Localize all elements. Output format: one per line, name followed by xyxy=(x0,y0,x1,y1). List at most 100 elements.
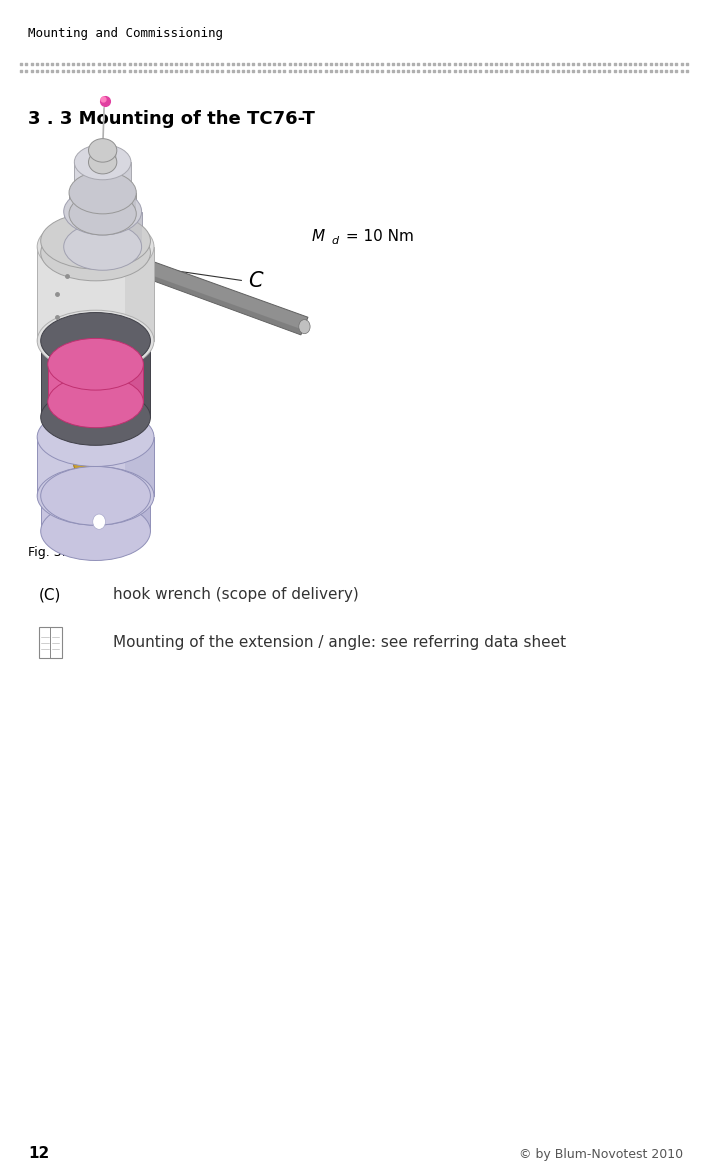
Point xyxy=(346,62,357,81)
Point xyxy=(227,54,239,73)
Point xyxy=(506,62,517,81)
Point xyxy=(36,54,47,73)
Point xyxy=(207,62,218,81)
Polygon shape xyxy=(125,437,154,496)
Point xyxy=(93,62,104,81)
Point xyxy=(341,54,352,73)
Point xyxy=(372,62,383,81)
Point xyxy=(31,62,42,81)
Point xyxy=(640,62,651,81)
Polygon shape xyxy=(123,341,151,417)
Point xyxy=(160,54,171,73)
Point xyxy=(547,62,559,81)
Polygon shape xyxy=(88,150,117,162)
Point xyxy=(661,62,672,81)
Point xyxy=(72,54,84,73)
Point xyxy=(52,62,63,81)
Point xyxy=(26,62,38,81)
Point xyxy=(57,62,68,81)
Polygon shape xyxy=(38,247,154,341)
Point xyxy=(681,54,692,73)
Point xyxy=(304,62,316,81)
Point xyxy=(217,54,228,73)
Point xyxy=(614,62,625,81)
Point xyxy=(650,54,661,73)
Point xyxy=(181,54,192,73)
Polygon shape xyxy=(122,212,142,247)
Point xyxy=(243,54,254,73)
Point xyxy=(552,62,564,81)
Ellipse shape xyxy=(74,175,131,210)
Text: C: C xyxy=(248,270,263,291)
Point xyxy=(557,62,569,81)
Point xyxy=(176,62,187,81)
Point xyxy=(624,54,636,73)
Point xyxy=(604,54,615,73)
Point xyxy=(598,62,610,81)
Point xyxy=(62,62,74,81)
Point xyxy=(423,62,435,81)
Ellipse shape xyxy=(74,145,131,180)
Point xyxy=(263,62,275,81)
Point xyxy=(377,54,388,73)
Ellipse shape xyxy=(41,389,151,445)
Point xyxy=(408,54,419,73)
Ellipse shape xyxy=(69,193,137,235)
Point xyxy=(320,62,331,81)
Point xyxy=(588,62,600,81)
Point xyxy=(532,54,543,73)
Point xyxy=(83,62,94,81)
Text: (C): (C) xyxy=(39,588,62,603)
Text: 3 . 3 Mounting of the TC76-T: 3 . 3 Mounting of the TC76-T xyxy=(28,110,315,128)
Point xyxy=(614,54,625,73)
Point xyxy=(496,54,507,73)
Point xyxy=(57,54,68,73)
Ellipse shape xyxy=(48,338,143,390)
Point xyxy=(670,62,682,81)
Point xyxy=(222,54,233,73)
Point xyxy=(135,62,146,81)
Point xyxy=(413,54,424,73)
Point xyxy=(464,62,476,81)
Point xyxy=(299,54,311,73)
Point xyxy=(176,54,187,73)
Polygon shape xyxy=(45,417,147,437)
Polygon shape xyxy=(74,162,131,193)
Ellipse shape xyxy=(41,502,151,560)
Point xyxy=(593,62,605,81)
Point xyxy=(392,54,404,73)
Polygon shape xyxy=(64,212,142,247)
Point xyxy=(449,54,460,73)
Point xyxy=(268,62,280,81)
Point xyxy=(67,62,79,81)
Ellipse shape xyxy=(74,455,89,474)
Point xyxy=(475,62,486,81)
Ellipse shape xyxy=(38,310,154,371)
Point xyxy=(124,62,135,81)
Point xyxy=(185,54,197,73)
Point xyxy=(666,62,677,81)
Point xyxy=(336,54,347,73)
Point xyxy=(403,54,414,73)
Point xyxy=(304,54,316,73)
Point xyxy=(103,62,115,81)
Point xyxy=(165,62,176,81)
Point xyxy=(666,54,677,73)
Point xyxy=(490,62,501,81)
Point xyxy=(83,54,94,73)
Point xyxy=(537,54,548,73)
Point xyxy=(387,62,399,81)
Point xyxy=(681,62,692,81)
Point xyxy=(155,54,166,73)
Polygon shape xyxy=(38,437,154,496)
Point xyxy=(521,54,532,73)
Point xyxy=(676,62,687,81)
Point xyxy=(325,54,336,73)
Ellipse shape xyxy=(38,466,154,525)
Point xyxy=(423,54,435,73)
Point xyxy=(593,54,605,73)
Point xyxy=(98,62,110,81)
Point xyxy=(149,62,161,81)
Point xyxy=(47,54,58,73)
Point xyxy=(171,62,182,81)
